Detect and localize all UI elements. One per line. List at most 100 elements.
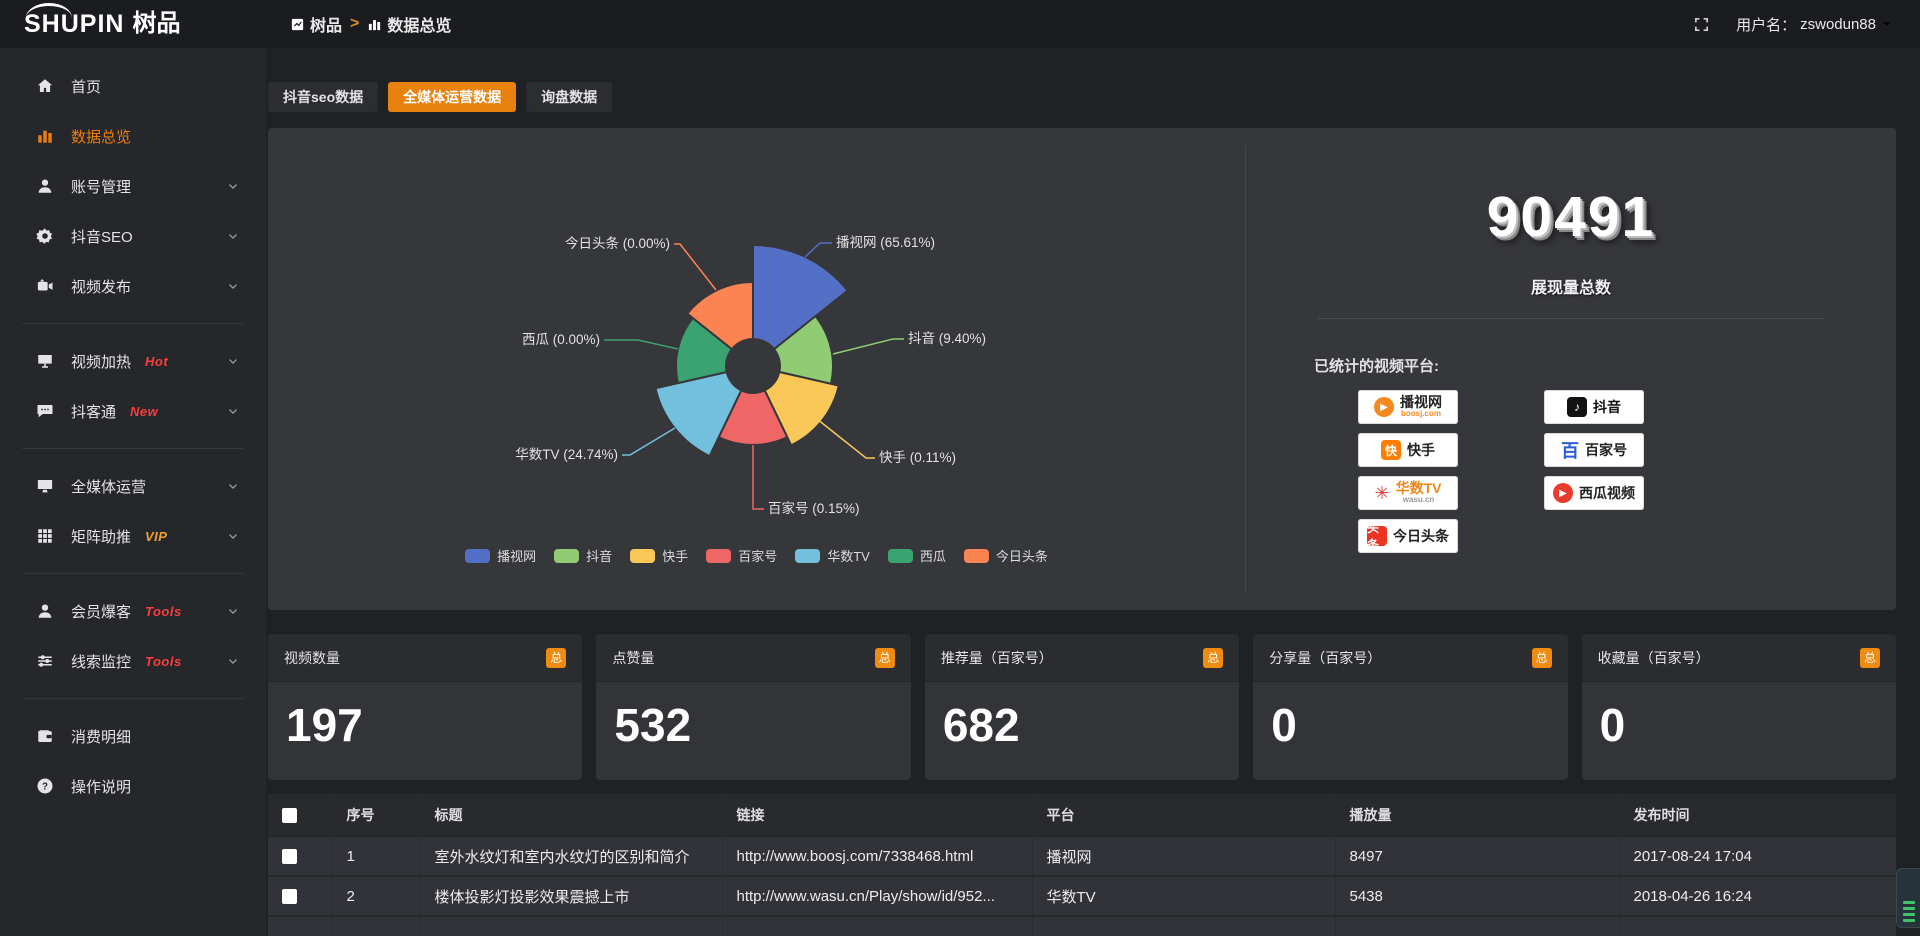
impressions-total: 90491 [1486, 185, 1656, 249]
legend-swatch [630, 548, 656, 563]
chevron-down-icon [226, 654, 240, 668]
select-all-checkbox[interactable] [282, 807, 297, 823]
sidebar-item-chat[interactable]: 抖客通 New [0, 386, 266, 436]
sidebar-item-gear[interactable]: 抖音SEO [0, 211, 266, 261]
pie-slice-6[interactable] [686, 280, 754, 351]
tab-2[interactable]: 全媒体运营数据 [388, 82, 517, 112]
cell-title[interactable]: 室外水纹灯和室内水纹灯的区别和简介 [420, 836, 723, 877]
col-5: 播放量 [1335, 794, 1620, 837]
wallet-icon [36, 727, 54, 745]
stat-card-title: 视频数量 [284, 649, 340, 666]
cell-link[interactable] [722, 916, 1033, 936]
sidebar-item-chart-bars[interactable]: 数据总览 [0, 111, 266, 161]
floating-service-widget[interactable] [1896, 868, 1920, 928]
legend-item-5[interactable]: 西瓜 [887, 546, 946, 565]
cell-title[interactable]: 楼体投影灯投影效果震撼上市 [420, 876, 723, 917]
pie-slice-0[interactable] [752, 244, 849, 351]
stat-card-header: 收藏量（百家号） 总 [1581, 634, 1897, 682]
tab-1[interactable]: 抖音seo数据 [268, 82, 379, 112]
pie-slice-1[interactable] [773, 315, 834, 385]
sidebar-item-wallet[interactable]: 消费明细 [0, 711, 266, 761]
platform-name: 西瓜视频 [1579, 484, 1635, 501]
stat-card-title: 收藏量（百家号） [1597, 649, 1710, 666]
fullscreen-icon[interactable] [1693, 16, 1710, 33]
col-checkbox [268, 794, 333, 837]
sidebar-item-monitor[interactable]: 全媒体运营 [0, 461, 266, 511]
sidebar-item-badge: New [130, 403, 159, 419]
sidebar-item-label: 抖客通 [71, 403, 117, 421]
sidebar-item-label: 首页 [71, 78, 102, 96]
pie-slice-5[interactable] [675, 317, 733, 385]
stat-card-value: 0 [1599, 699, 1626, 751]
stat-card-value: 0 [1271, 699, 1297, 751]
breadcrumb-home[interactable]: 树品 [290, 12, 342, 36]
col-3: 链接 [722, 794, 1033, 837]
sidebar-item-video[interactable]: 视频发布 [0, 261, 266, 311]
sidebar-item-label: 操作说明 [71, 778, 132, 796]
legend-item-3[interactable]: 百家号 [706, 546, 777, 565]
stat-card-title: 点赞量 [612, 649, 655, 666]
row-checkbox[interactable] [282, 889, 297, 905]
pie-label-line-1 [832, 338, 904, 355]
cell-link[interactable]: http://www.boosj.com/7338468.html [722, 836, 1033, 877]
chevron-down-icon [226, 404, 240, 418]
impressions-summary: 90491 展现量总数 已统计的视频平台: ▶ 播视网 boosj.com ♪ 抖音快快… [1245, 146, 1896, 592]
legend-item-2[interactable]: 快手 [630, 546, 688, 565]
tab-3[interactable]: 询盘数据 [526, 82, 613, 112]
sidebar: 首页数据总览 账号管理 抖音SEO 视频发布视频加热 Hot 抖客通 New 全媒体运营 矩阵助… [0, 48, 266, 936]
sidebar-item-person[interactable]: 会员爆客 Tools [0, 586, 266, 636]
cell-platform [1032, 916, 1336, 936]
main-content: 抖音seo数据 全媒体运营数据 询盘数据 播视网 (65.61%) 抖音 (9.40%… [266, 48, 1920, 936]
breadcrumb-current[interactable]: 数据总览 [367, 12, 451, 36]
platform-subtext: wasu.cn [1402, 495, 1435, 505]
platform-logo-icon: ✳ [1374, 482, 1390, 503]
legend-item-6[interactable]: 今日头条 [963, 546, 1048, 565]
gear-icon [36, 227, 54, 245]
pie-label-line-3 [752, 445, 764, 510]
platforms-label: 已统计的视频平台: [1314, 358, 1439, 375]
breadcrumb-separator: > [350, 15, 360, 32]
chevron-down-icon [226, 604, 240, 618]
brand-logo[interactable]: SHUPIN 树品 [0, 0, 266, 48]
breadcrumb-home-label: 树品 [310, 18, 343, 35]
sidebar-item-help[interactable]: ? 操作说明 [0, 761, 266, 811]
summary-divider [1317, 318, 1825, 319]
legend-label: 华数TV [827, 549, 870, 564]
user-menu[interactable]: 用户名： zswodun88 [1736, 14, 1894, 35]
stat-card-header: 点赞量 总 [596, 634, 911, 682]
logo-arc: SHUPIN [24, 2, 124, 37]
sidebar-item-home[interactable]: 首页 [0, 61, 266, 111]
row-checkbox[interactable] [282, 849, 297, 865]
sidebar-item-user[interactable]: 账号管理 [0, 161, 266, 211]
chevron-down-icon [226, 479, 240, 493]
platform-name: 华数TV [1395, 480, 1442, 497]
legend-swatch [706, 548, 732, 563]
platform-name: 今日头条 [1393, 527, 1449, 544]
cell-time: 2018-04-26 16:24 [1619, 876, 1896, 917]
legend-label: 快手 [662, 549, 689, 564]
col-4: 平台 [1032, 794, 1336, 837]
table-row-1: 1 室外水纹灯和室内水纹灯的区别和简介 http://www.boosj.com… [268, 836, 1896, 877]
sidebar-item-sliders[interactable]: 线索监控 Tools [0, 636, 266, 686]
username-label: 用户名： [1736, 16, 1797, 34]
pie-slice-4[interactable] [654, 371, 743, 458]
sidebar-item-heat[interactable]: 视频加热 Hot [0, 336, 266, 386]
sidebar-item-label: 视频加热 [71, 353, 132, 371]
widget-dash [1902, 901, 1915, 904]
legend-label: 百家号 [738, 549, 778, 564]
cell-link[interactable]: http://www.wasu.cn/Play/show/id/952... [722, 876, 1033, 917]
sidebar-item-grid[interactable]: 矩阵助推 VIP [0, 511, 266, 561]
legend-item-1[interactable]: 抖音 [554, 546, 612, 565]
cell-title[interactable] [420, 916, 723, 936]
legend-swatch [963, 548, 989, 563]
legend-item-0[interactable]: 播视网 [465, 546, 536, 565]
platform-logo-grid: ▶ 播视网 boosj.com ♪ 抖音快快手 百百家号 ✳ 华数TV wasu.cn ▶ 西瓜视频… [1358, 390, 1896, 553]
legend-item-4[interactable]: 华数TV [795, 546, 870, 565]
table-row-3 [268, 916, 1896, 936]
home-icon [36, 77, 54, 95]
pie-slice-3[interactable] [717, 389, 789, 447]
chat-bubble-icon [36, 402, 54, 420]
sidebar-item-badge: Tools [145, 653, 182, 669]
platform-logo-icon: 百 [1561, 441, 1579, 461]
platform-pie-chart: 播视网 (65.61%) 抖音 (9.40%) 快手 (0.11%) 百家号 (0.1… [268, 128, 1245, 610]
